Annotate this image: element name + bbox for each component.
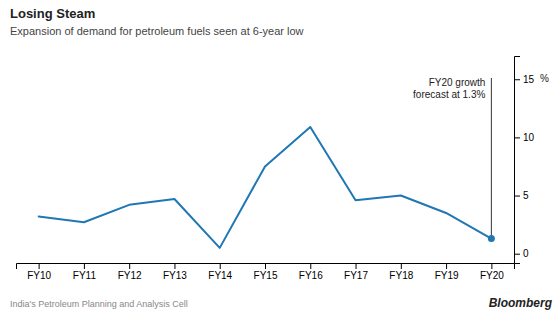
line	[39, 127, 492, 248]
tick-label: FY20	[480, 270, 504, 281]
tick-label: FY14	[208, 270, 232, 281]
tick-mark	[129, 263, 130, 269]
subtitle: Expansion of demand for petroleum fuels …	[10, 25, 304, 37]
tick-label: 10	[523, 132, 535, 143]
tick-label: FY11	[73, 270, 97, 281]
x-tick: FY10	[27, 263, 51, 281]
x-axis: FY10 FY11 FY12 FY13 FY14 FY15 FY16 FY17 FY18 FY19…	[17, 263, 515, 281]
chart: Losing Steam Expansion of demand for petr…	[0, 0, 560, 315]
tick-label: 5	[523, 190, 529, 201]
tick-mark	[39, 263, 40, 269]
x-tick: FY11	[73, 263, 97, 281]
axis-line	[515, 57, 521, 264]
y-tick: 10	[514, 132, 535, 143]
tick-mark	[220, 263, 221, 269]
tick-label: FY15	[254, 270, 278, 281]
credit: Bloomberg	[489, 296, 553, 310]
tick-label: FY18	[389, 270, 413, 281]
x-tick: FY15	[254, 263, 278, 281]
x-tick: FY14	[208, 263, 232, 281]
tick-label: FY10	[27, 270, 51, 281]
title: Losing Steam	[10, 6, 95, 21]
y-tick: 15	[514, 74, 535, 85]
annotation: FY20 growthforecast at 1.3%	[413, 77, 485, 100]
x-tick: FY13	[163, 263, 187, 281]
x-tick: FY17	[344, 263, 368, 281]
tick-mark	[265, 263, 266, 269]
annotation-dot	[488, 235, 495, 242]
plot-area	[39, 78, 495, 248]
x-tick: FY18	[389, 263, 413, 281]
tick-mark	[84, 263, 85, 269]
tick-mark	[514, 79, 520, 80]
x-tick: FY12	[118, 263, 142, 281]
y-tick: 0	[514, 248, 529, 259]
y-axis: 0 5 10 15	[514, 57, 535, 264]
tick-label: 15	[523, 74, 535, 85]
y-tick: 5	[514, 190, 529, 201]
tick-label: 0	[523, 248, 529, 259]
tick-mark	[310, 263, 311, 269]
tick-mark	[174, 263, 175, 269]
x-tick: FY16	[299, 263, 323, 281]
tick-mark	[356, 263, 357, 269]
annotation-line	[491, 78, 492, 239]
source: India's Petroleum Planning and Analysis …	[10, 299, 188, 309]
tick-mark	[401, 263, 402, 269]
axis-title: %	[540, 73, 549, 84]
tick-label: FY17	[344, 270, 368, 281]
tick-label: FY13	[163, 270, 187, 281]
tick-mark	[491, 263, 492, 269]
x-tick: FY20	[480, 263, 504, 281]
tick-label: FY19	[435, 270, 459, 281]
tick-mark	[514, 254, 520, 255]
x-tick: FY19	[435, 263, 459, 281]
axis-line	[17, 264, 515, 270]
tick-mark	[514, 137, 520, 138]
tick-label: FY12	[118, 270, 142, 281]
tick-mark	[514, 196, 520, 197]
tick-mark	[446, 263, 447, 269]
tick-label: FY16	[299, 270, 323, 281]
